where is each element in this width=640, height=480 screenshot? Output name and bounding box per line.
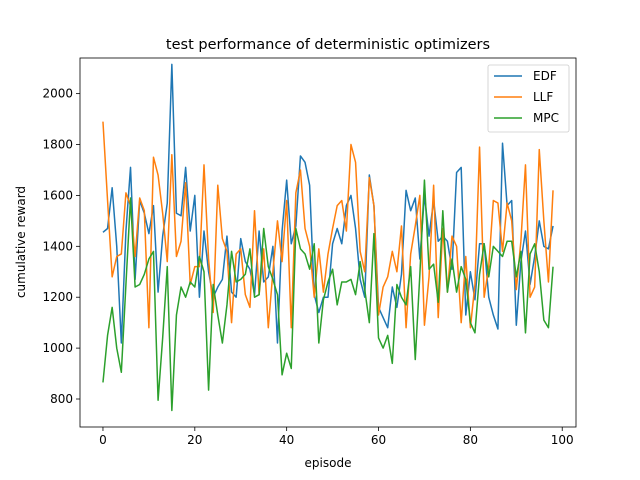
legend-label-edf: EDF <box>533 69 557 83</box>
y-tick-label: 1000 <box>42 341 73 355</box>
legend: EDF LLF MPC <box>487 64 570 133</box>
y-tick-label: 1800 <box>42 138 73 152</box>
chart-title: test performance of deterministic optimi… <box>166 37 490 53</box>
x-axis-label: episode <box>305 456 352 470</box>
plot-frame <box>79 57 577 428</box>
x-tick-label: 20 <box>187 433 202 447</box>
x-tick-label: 80 <box>463 433 478 447</box>
y-tick-label: 800 <box>50 392 73 406</box>
series-layer <box>102 63 554 412</box>
series-line-mpc <box>102 179 554 412</box>
legend-label-llf: LLF <box>533 90 553 104</box>
x-tick-label: 100 <box>551 433 574 447</box>
legend-box <box>487 64 570 133</box>
y-tick-label: 1400 <box>42 239 73 253</box>
legend-label-mpc: MPC <box>533 111 559 125</box>
y-tick-label: 1600 <box>42 188 73 202</box>
y-tick-label: 2000 <box>42 87 73 101</box>
y-axis: 800 1000 1200 1400 1600 1800 2000 <box>42 87 80 406</box>
series-line-llf <box>102 121 554 329</box>
x-axis: 0 20 40 60 80 100 <box>99 427 574 447</box>
x-tick-label: 0 <box>99 433 107 447</box>
y-tick-label: 1200 <box>42 290 73 304</box>
series-line-edf <box>102 63 554 344</box>
y-axis-label: cumulative reward <box>14 186 28 298</box>
x-tick-label: 60 <box>371 433 386 447</box>
x-tick-label: 40 <box>279 433 294 447</box>
